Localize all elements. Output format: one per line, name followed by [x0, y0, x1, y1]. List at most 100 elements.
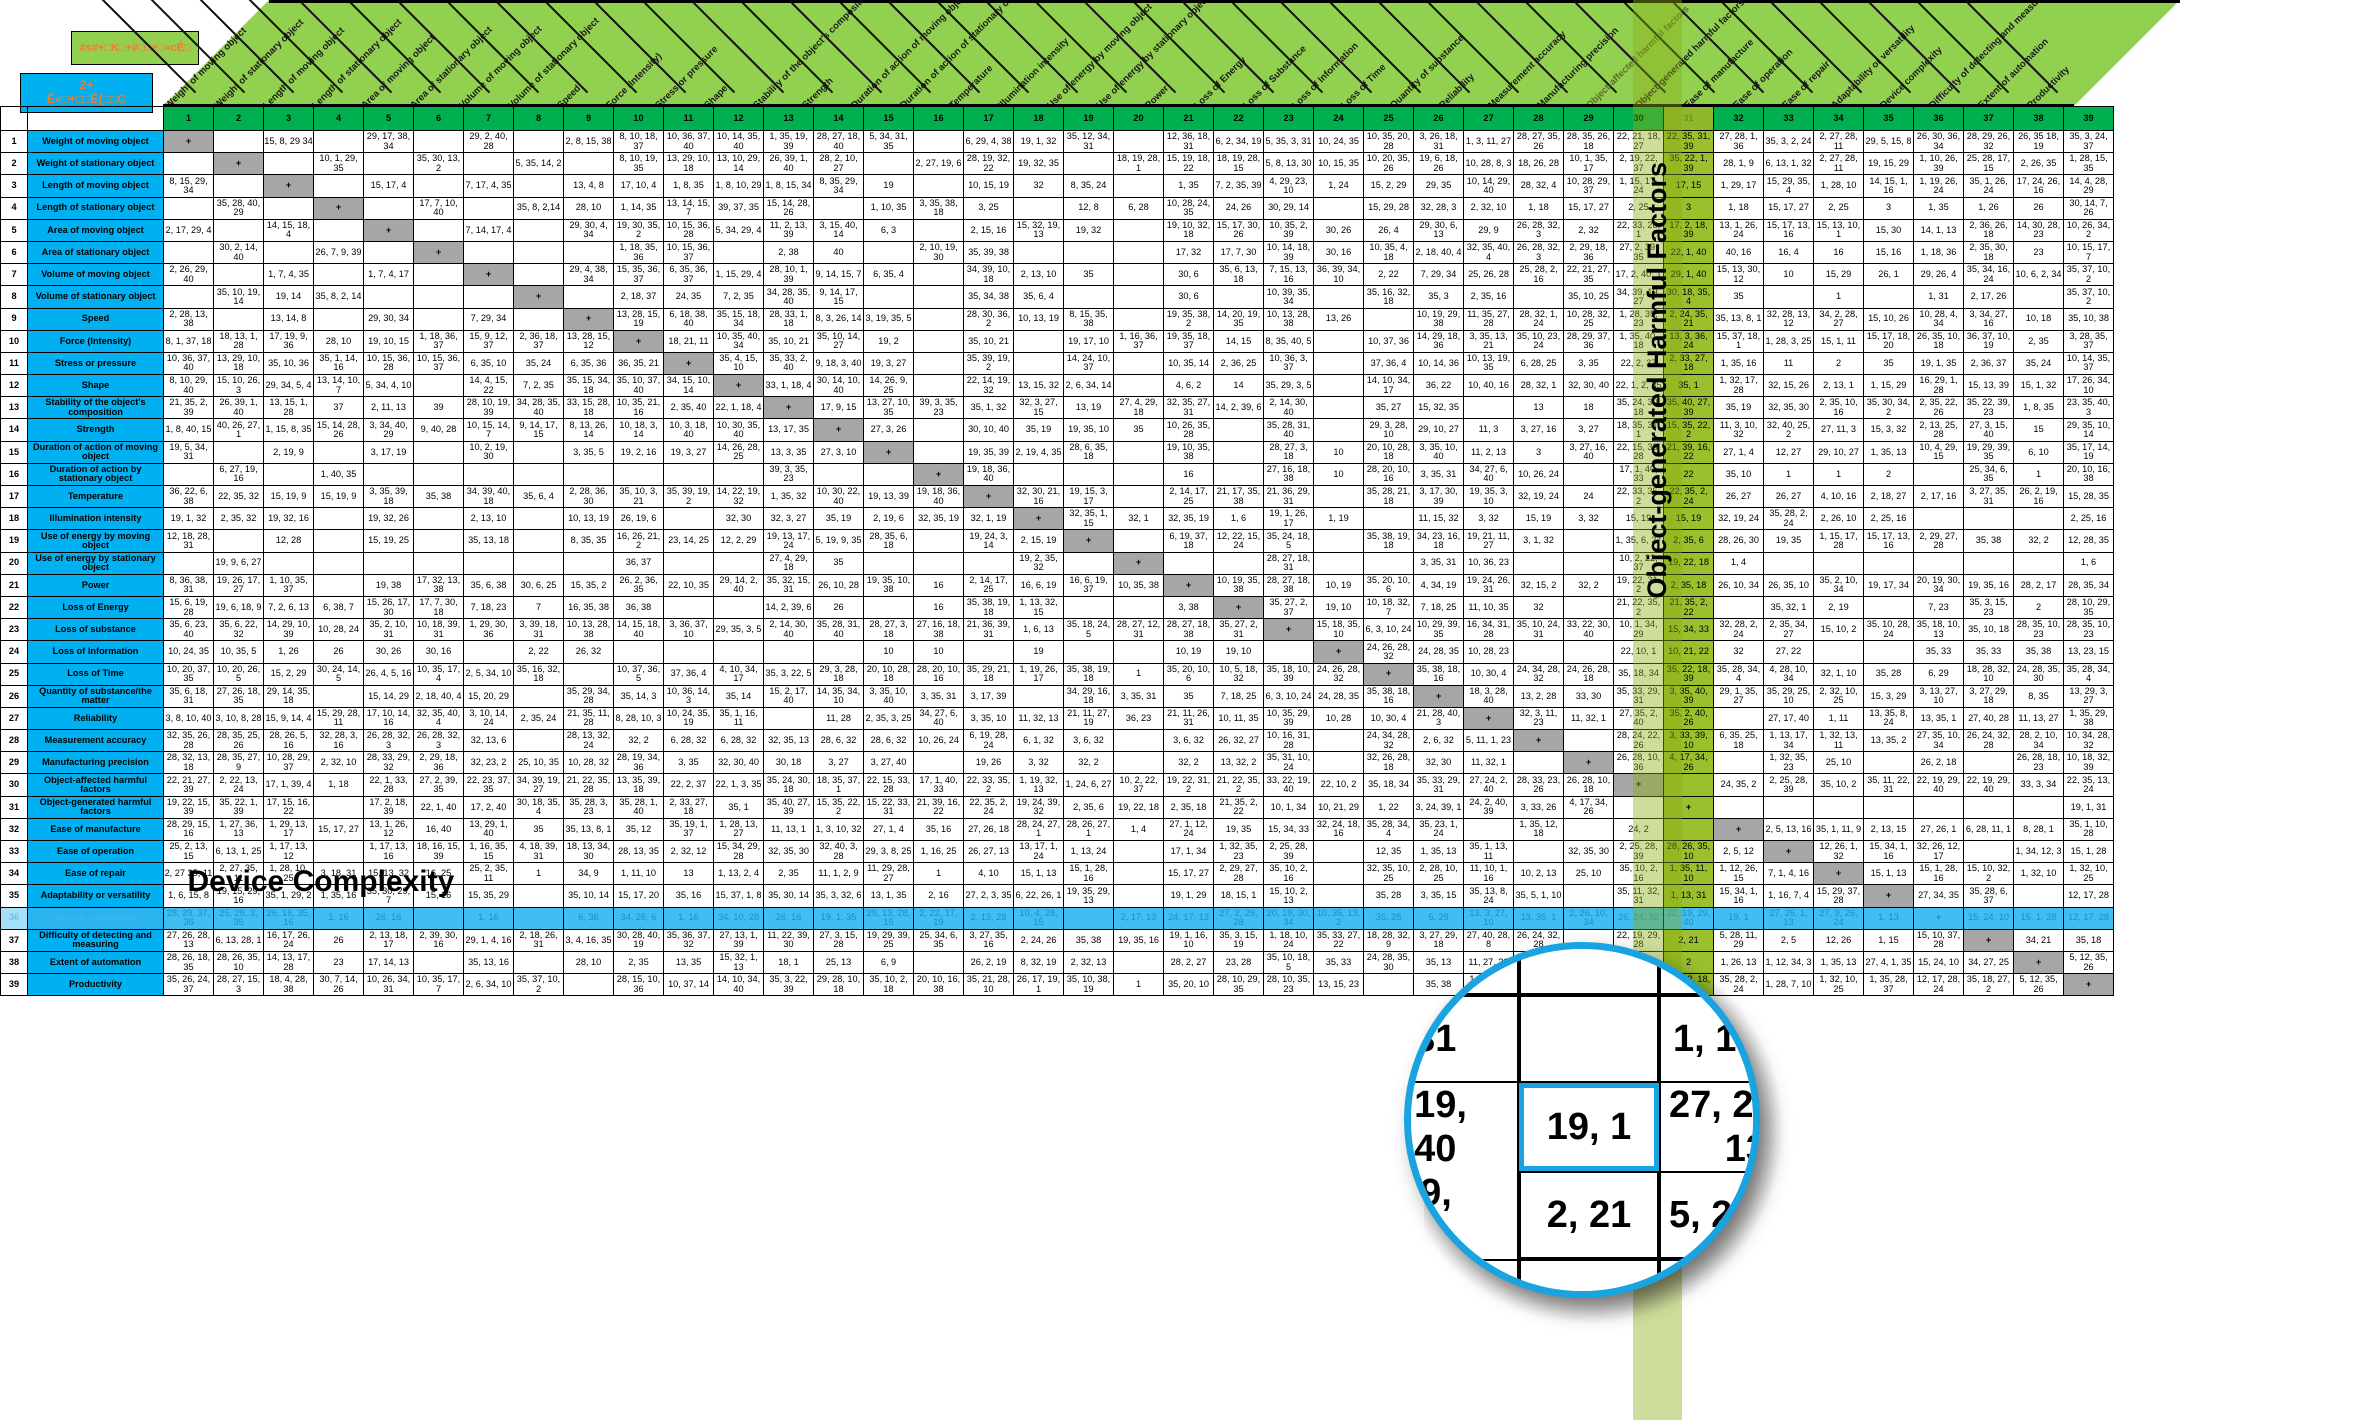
matrix-cell[interactable]: 35 [1163, 684, 1214, 708]
matrix-cell[interactable]: 15, 19, 9 [263, 484, 314, 509]
matrix-cell[interactable]: 10, 35, 38 [1113, 573, 1164, 597]
matrix-cell[interactable]: 12, 17, 28 [2063, 906, 2114, 930]
matrix-cell[interactable]: 14, 4, 15, 22 [463, 374, 514, 398]
matrix-cell[interactable]: 28, 6, 32 [813, 729, 864, 753]
matrix-cell[interactable]: 19, 10, 32, 18 [1163, 218, 1214, 242]
matrix-cell[interactable]: 35, 28, 34, 4 [2063, 662, 2114, 686]
matrix-cell[interactable]: 34, 39, 10, 18 [963, 263, 1014, 287]
row-label-23[interactable]: Loss of substance [27, 618, 164, 642]
matrix-cell[interactable]: 2, 27 35, 11 [163, 862, 214, 886]
matrix-cell[interactable]: 19, 13, 39 [863, 484, 914, 509]
matrix-cell[interactable]: 29, 10, 27 [1413, 418, 1464, 442]
matrix-cell[interactable] [363, 196, 414, 220]
matrix-cell[interactable]: 35, 1 [713, 795, 764, 819]
matrix-cell[interactable]: 13, 19 [1063, 396, 1114, 420]
matrix-cell[interactable]: 6, 29, 4, 38 [963, 129, 1014, 154]
matrix-cell[interactable]: 35, 10, 21 [763, 329, 814, 353]
matrix-cell[interactable]: 4, 10, 16 [1813, 484, 1864, 509]
matrix-cell[interactable]: 28, 30, 36, 2 [963, 307, 1014, 331]
matrix-cell[interactable]: 32, 28, 2, 24 [1713, 618, 1764, 642]
matrix-cell[interactable]: 34, 26, 6 [613, 906, 664, 930]
matrix-cell[interactable]: 32, 3, 27 [763, 507, 814, 531]
matrix-cell[interactable]: 15, 10, 2, 13 [1263, 884, 1314, 908]
matrix-cell[interactable]: 35, 20, 10, 6 [1163, 662, 1214, 686]
matrix-cell[interactable] [313, 129, 364, 154]
matrix-cell[interactable]: 35, 28, 34, 4 [1363, 817, 1414, 842]
matrix-cell[interactable]: 8, 35, 24 [1063, 174, 1114, 198]
row-label-31[interactable]: Object-generated harmful factors [27, 795, 164, 819]
matrix-cell[interactable]: 6, 13, 28, 1 [213, 928, 264, 952]
matrix-cell[interactable]: 13, 1, 26, 12 [363, 817, 414, 842]
matrix-cell[interactable]: 36, 38 [613, 595, 664, 620]
matrix-cell[interactable]: 2, 26, 10, 34 [1563, 906, 1614, 930]
matrix-cell[interactable]: 28, 27, 12, 31 [1113, 618, 1164, 642]
matrix-cell[interactable]: 2, 21 [1663, 928, 1714, 952]
matrix-cell[interactable]: 3, 38 [1163, 595, 1214, 620]
matrix-cell[interactable]: 35, 31, 10, 24 [1263, 751, 1314, 775]
matrix-cell[interactable]: 15, 29, 28, 11 [313, 706, 364, 731]
column-header-2[interactable]: 2 [213, 106, 264, 131]
matrix-cell[interactable]: 28, 32, 1, 24 [1513, 307, 1564, 331]
matrix-cell[interactable] [1263, 640, 1314, 664]
matrix-cell[interactable]: 28, 27, 18, 31 [1263, 551, 1314, 575]
matrix-cell[interactable]: 12, 17, 28 [2063, 884, 2114, 908]
matrix-cell[interactable]: 22, 1, 3, 35 [713, 773, 764, 797]
matrix-cell[interactable]: 28, 33, 29, 32 [363, 751, 414, 775]
matrix-cell[interactable]: 17, 10, 14, 16 [363, 706, 414, 731]
matrix-cell[interactable]: 21, 36, 39, 31 [963, 618, 1014, 642]
matrix-cell[interactable]: 30, 26 [1313, 218, 1364, 242]
matrix-cell[interactable]: 29, 35 [1413, 174, 1464, 198]
matrix-cell[interactable]: 10, 35, 5 [213, 640, 264, 664]
matrix-cell[interactable]: 32, 15, 2 [1513, 573, 1564, 597]
matrix-cell[interactable]: 15, 13, 32 [363, 862, 414, 886]
matrix-cell[interactable]: 32, 1, 10 [1813, 662, 1864, 686]
matrix-cell[interactable]: 35, 30, 14 [763, 884, 814, 908]
matrix-cell[interactable]: 21, 28, 40, 3 [1413, 706, 1464, 731]
matrix-cell[interactable]: 19, 18, 36, 40 [913, 484, 964, 509]
matrix-cell[interactable]: 15, 26, 17, 30 [363, 595, 414, 620]
table-row[interactable]: 39 Productivity 35, 26, 24, 37 28, 27, 15, … [0, 973, 2114, 997]
matrix-cell[interactable]: 36, 22, 6, 38 [163, 484, 214, 509]
matrix-cell[interactable]: 28, 10, 29, 35 [2063, 595, 2114, 620]
matrix-cell[interactable]: 22, 33, 35, 2 [963, 773, 1014, 797]
matrix-cell[interactable]: 2, 14, 17, 25 [1163, 484, 1214, 509]
table-row[interactable]: 5 Area of moving object 2, 17, 29, 4 14, 15… [0, 218, 2114, 242]
matrix-cell[interactable]: 6, 29 [1913, 662, 1964, 686]
matrix-cell[interactable] [613, 462, 664, 487]
matrix-cell[interactable]: 14, 30, 28, 23 [2013, 218, 2064, 242]
matrix-cell[interactable] [1063, 906, 1114, 930]
matrix-cell[interactable]: 26, 28, 10, 18 [1563, 773, 1614, 797]
matrix-cell[interactable]: 1, 35, 16 [313, 884, 364, 908]
table-row[interactable]: 15 Duration of action of moving object 19,… [0, 440, 2114, 464]
matrix-cell[interactable]: 28, 19, 34, 36 [613, 751, 664, 775]
matrix-cell[interactable]: 30, 14, 10, 40 [813, 374, 864, 398]
matrix-cell[interactable]: 8, 35 [2013, 684, 2064, 708]
matrix-cell[interactable]: 12, 28 [263, 529, 314, 553]
matrix-cell[interactable]: 16 [913, 573, 964, 597]
matrix-cell[interactable]: 10, 18 [2013, 307, 2064, 331]
matrix-cell[interactable]: 16, 6, 19, 37 [1063, 573, 1114, 597]
matrix-cell[interactable]: 15, 35, 36, 37 [613, 263, 664, 287]
matrix-cell[interactable]: 1, 24, 6, 27 [1063, 773, 1114, 797]
matrix-cell[interactable]: 19, 32, 35 [1013, 152, 1064, 176]
matrix-cell[interactable] [663, 507, 714, 531]
matrix-cell[interactable]: 3, 34, 40, 29 [363, 418, 414, 442]
matrix-cell[interactable]: 10, 26, 35, 28 [1163, 418, 1214, 442]
matrix-cell[interactable]: 32, 30, 21, 16 [1013, 484, 1064, 509]
matrix-cell[interactable]: 16, 25 [413, 862, 464, 886]
matrix-cell[interactable]: 1, 6 [1213, 507, 1264, 531]
matrix-cell[interactable]: 2, 27, 19, 6 [913, 152, 964, 176]
matrix-cell[interactable]: 19, 1 [1713, 906, 1764, 930]
matrix-cell[interactable]: 3, 10, 8, 28 [213, 706, 264, 731]
matrix-cell[interactable]: 35, 1, 13, 11 [1463, 839, 1514, 864]
matrix-cell[interactable]: 7, 2, 35, 39 [1213, 174, 1264, 198]
matrix-cell[interactable]: 10, 35, 4, 18 [1363, 240, 1414, 265]
matrix-cell[interactable] [763, 640, 814, 664]
matrix-cell[interactable]: 10, 14, 36 [1413, 351, 1464, 376]
matrix-cell[interactable] [1063, 595, 1114, 620]
matrix-cell[interactable]: 28, 26, 5, 16 [263, 729, 314, 753]
column-header-7[interactable]: 7 [463, 106, 514, 131]
matrix-cell[interactable]: 15, 32, 19, 13 [1013, 218, 1064, 242]
matrix-cell[interactable]: 35, 18 [2063, 928, 2114, 952]
matrix-cell[interactable]: 2, 29, 18, 36 [413, 751, 464, 775]
